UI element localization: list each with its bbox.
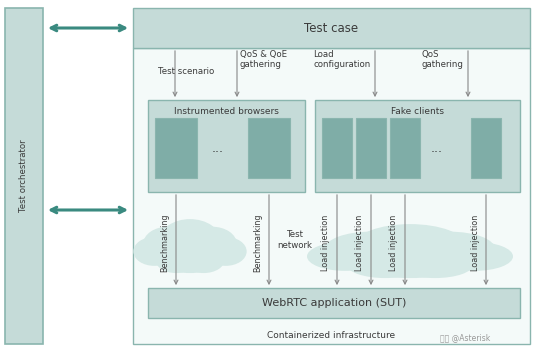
Ellipse shape: [205, 237, 246, 266]
Text: Load injection: Load injection: [322, 215, 330, 271]
Text: Benchmarking: Benchmarking: [253, 214, 263, 272]
Ellipse shape: [133, 237, 175, 266]
Text: Fake clients: Fake clients: [391, 107, 444, 115]
Ellipse shape: [347, 251, 423, 278]
Bar: [133, 8, 530, 48]
Text: Benchmarking: Benchmarking: [160, 214, 169, 272]
Bar: [471, 118, 501, 178]
Bar: [356, 118, 386, 178]
Ellipse shape: [143, 227, 193, 261]
Text: Containerized infrastructure: Containerized infrastructure: [267, 331, 395, 339]
Text: ...: ...: [212, 142, 224, 155]
Text: Load injection: Load injection: [390, 215, 399, 271]
Ellipse shape: [405, 232, 495, 266]
Text: Test scenario: Test scenario: [158, 67, 214, 76]
Ellipse shape: [350, 246, 470, 278]
Text: Test case: Test case: [305, 21, 358, 34]
Text: Test
network: Test network: [278, 230, 313, 250]
Text: WebRTC application (SUT): WebRTC application (SUT): [262, 298, 406, 308]
Ellipse shape: [325, 232, 415, 266]
Text: Load injection: Load injection: [356, 215, 365, 271]
Bar: [315, 100, 520, 192]
Bar: [155, 118, 197, 178]
Text: Load injection: Load injection: [471, 215, 479, 271]
Ellipse shape: [187, 227, 237, 261]
Ellipse shape: [157, 241, 223, 273]
Ellipse shape: [355, 224, 465, 266]
Text: QoS & QoE
gathering: QoS & QoE gathering: [240, 50, 287, 69]
Bar: [322, 118, 352, 178]
Text: ...: ...: [431, 142, 443, 155]
Text: QoS
gathering: QoS gathering: [422, 50, 464, 69]
Ellipse shape: [397, 251, 473, 278]
Ellipse shape: [160, 219, 220, 261]
Bar: [5, 8, 43, 344]
Text: Load
configuration: Load configuration: [313, 50, 370, 69]
Bar: [148, 288, 520, 318]
Text: Instrumented browsers: Instrumented browsers: [174, 107, 279, 115]
Ellipse shape: [155, 246, 197, 273]
Text: 头条 @Asterisk: 头条 @Asterisk: [440, 333, 490, 342]
Bar: [248, 118, 290, 178]
Bar: [133, 48, 530, 344]
Text: Test orchestrator: Test orchestrator: [19, 140, 29, 212]
Bar: [390, 118, 420, 178]
Ellipse shape: [307, 242, 383, 271]
Bar: [148, 100, 305, 192]
Ellipse shape: [437, 242, 513, 271]
Ellipse shape: [183, 246, 225, 273]
